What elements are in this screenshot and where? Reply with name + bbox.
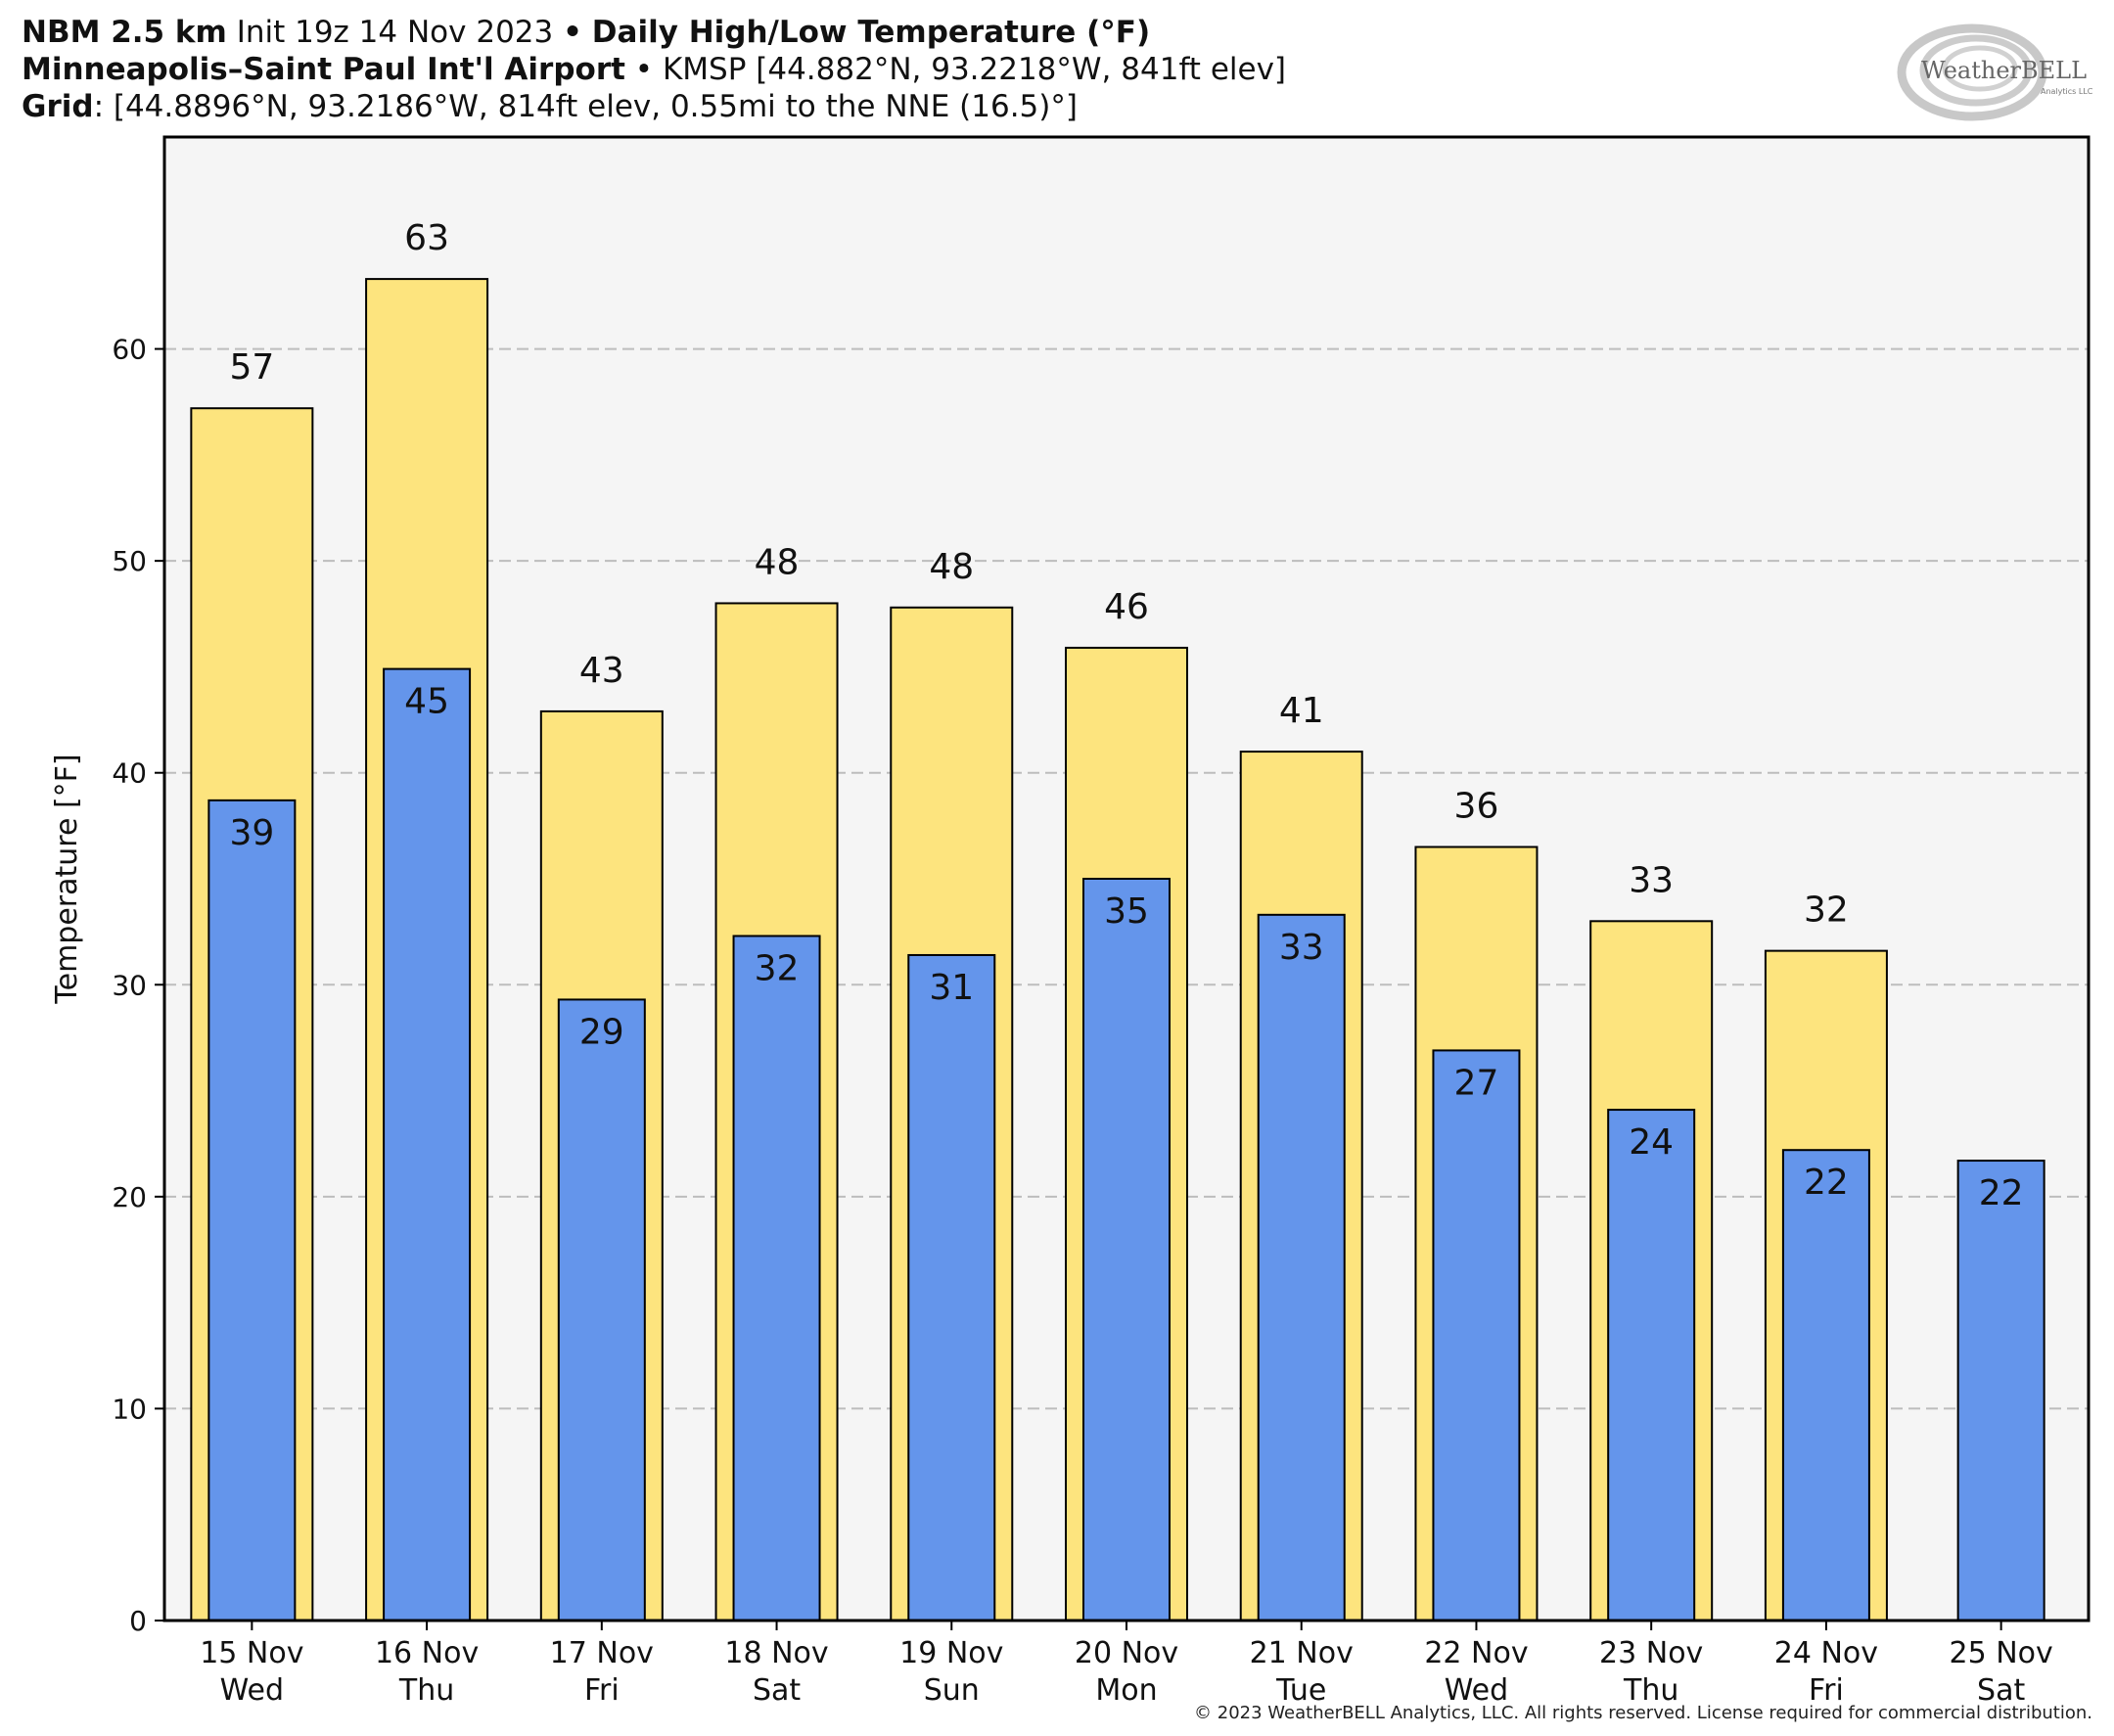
x-tick-label-date-4: 19 Nov (899, 1636, 1003, 1670)
x-tick-label-day-3: Sat (753, 1673, 801, 1708)
logo-text: WeatherBELL (1921, 57, 2087, 84)
high-value-label-8: 33 (1629, 860, 1674, 900)
x-tick-label-day-1: Thu (398, 1673, 454, 1708)
low-value-label-4: 31 (929, 968, 974, 1008)
x-tick-label-date-2: 17 Nov (550, 1636, 654, 1670)
x-tick-label-day-8: Thu (1623, 1673, 1678, 1708)
low-bar-1 (383, 667, 472, 1622)
x-tick-label-date-5: 20 Nov (1075, 1636, 1178, 1670)
high-value-label-9: 32 (1804, 891, 1849, 931)
x-tick-label-day-9: Fri (1809, 1673, 1844, 1708)
station-separator: • (634, 52, 654, 87)
low-value-label-8: 24 (1629, 1122, 1674, 1163)
low-value-label-3: 32 (755, 948, 800, 988)
x-tick-label-date-1: 16 Nov (375, 1636, 479, 1670)
x-tick-label-date-10: 25 Nov (1950, 1636, 2053, 1670)
title-separator: • (563, 15, 582, 50)
y-tick-label-30: 30 (112, 969, 147, 1001)
low-bar-10 (1956, 1160, 2045, 1622)
x-tick-label-date-3: 18 Nov (724, 1636, 828, 1670)
y-tick-label-20: 20 (112, 1181, 147, 1213)
y-tick-label-10: 10 (112, 1393, 147, 1425)
high-value-label-3: 48 (755, 542, 800, 582)
x-tick-label-day-0: Wed (220, 1673, 284, 1708)
y-axis-label: Temperature [°F] (50, 754, 84, 1004)
title-line-1: NBM 2.5 km Init 19z 14 Nov 2023 • Daily … (22, 14, 1150, 51)
low-bar-9 (1781, 1149, 1870, 1622)
y-tick-label-0: 0 (129, 1605, 147, 1637)
grid-info: : [44.8896°N, 93.2186°W, 814ft elev, 0.5… (93, 89, 1078, 124)
copyright-notice: © 2023 WeatherBELL Analytics, LLC. All r… (1194, 1703, 2092, 1723)
title-line-3: Grid: [44.8896°N, 93.2186°W, 814ft elev,… (22, 88, 1078, 125)
low-value-label-6: 33 (1279, 928, 1324, 968)
weatherbell-logo: WeatherBELL Analytics LLC (1897, 23, 2093, 121)
high-value-label-2: 43 (579, 651, 624, 691)
low-bar-2 (557, 998, 646, 1622)
high-value-label-7: 36 (1454, 787, 1499, 827)
x-tick-label-date-9: 24 Nov (1774, 1636, 1878, 1670)
low-bar-7 (1432, 1049, 1521, 1622)
x-tick-label-day-5: Mon (1095, 1673, 1157, 1708)
low-bar-5 (1082, 878, 1171, 1622)
init-time: Init 19z 14 Nov 2023 (236, 15, 554, 50)
high-value-label-6: 41 (1279, 691, 1324, 731)
low-bar-0 (207, 799, 297, 1622)
x-tick-label-day-6: Tue (1275, 1673, 1326, 1708)
high-value-label-0: 57 (229, 347, 274, 388)
x-tick-label-date-0: 15 Nov (200, 1636, 303, 1670)
title-line-2: Minneapolis–Saint Paul Int'l Airport • K… (22, 51, 1286, 88)
y-tick-label-40: 40 (112, 757, 147, 790)
low-value-label-2: 29 (579, 1012, 624, 1052)
x-tick-label-day-2: Fri (584, 1673, 620, 1708)
low-bar-8 (1607, 1109, 1696, 1622)
x-tick-label-day-10: Sat (1977, 1673, 2025, 1708)
low-value-label-5: 35 (1104, 891, 1149, 932)
low-value-label-0: 39 (229, 813, 274, 853)
low-value-label-10: 22 (1979, 1173, 2024, 1213)
y-tick-label-50: 50 (112, 545, 147, 577)
low-value-label-7: 27 (1454, 1063, 1499, 1103)
high-value-label-5: 46 (1104, 587, 1149, 627)
x-tick-label-date-7: 22 Nov (1424, 1636, 1528, 1670)
station-name: Minneapolis–Saint Paul Int'l Airport (22, 52, 625, 87)
low-bar-6 (1257, 913, 1346, 1622)
low-bar-4 (907, 953, 996, 1622)
grid-label: Grid (22, 89, 94, 124)
logo-subtext: Analytics LLC (2041, 87, 2093, 96)
low-value-label-1: 45 (404, 682, 449, 722)
high-value-label-1: 63 (404, 218, 449, 258)
x-tick-label-date-6: 21 Nov (1250, 1636, 1354, 1670)
high-value-label-4: 48 (929, 547, 974, 587)
low-bar-3 (732, 935, 821, 1622)
x-tick-label-day-7: Wed (1445, 1673, 1508, 1708)
product-name: Daily High/Low Temperature (°F) (591, 15, 1151, 50)
low-value-label-9: 22 (1804, 1163, 1849, 1203)
station-info: KMSP [44.882°N, 93.2218°W, 841ft elev] (662, 52, 1287, 87)
y-tick-label-60: 60 (112, 334, 147, 366)
model-name: NBM 2.5 km (22, 15, 227, 50)
x-tick-label-date-8: 23 Nov (1599, 1636, 1703, 1670)
x-tick-label-day-4: Sun (924, 1673, 980, 1708)
